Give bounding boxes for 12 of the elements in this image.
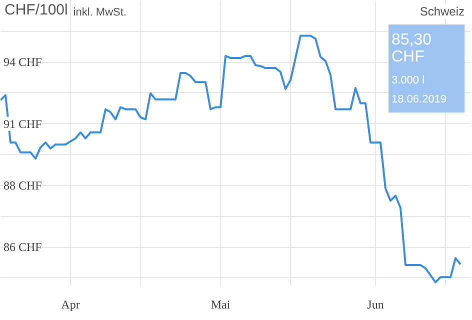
text: inkl. MwSt. [73, 6, 126, 18]
chart-title: CHF/100l [4, 2, 68, 18]
x-tick-label: Mai [210, 298, 231, 312]
y-tick-label: 88 CHF [4, 178, 42, 192]
y-tick-label: 94 CHF [4, 55, 42, 70]
annotation: Schweiz [420, 4, 465, 18]
x-tick-label: Apr [61, 298, 80, 312]
x-tick-label: Jun [367, 298, 384, 312]
annotation: 85,30 CHF 3.000 l 18.06.2019 [392, 32, 447, 106]
line-series [0, 34, 462, 284]
y-tick-label: 91 CHF [4, 116, 42, 131]
y-tick-label: 86 CHF [4, 240, 42, 254]
